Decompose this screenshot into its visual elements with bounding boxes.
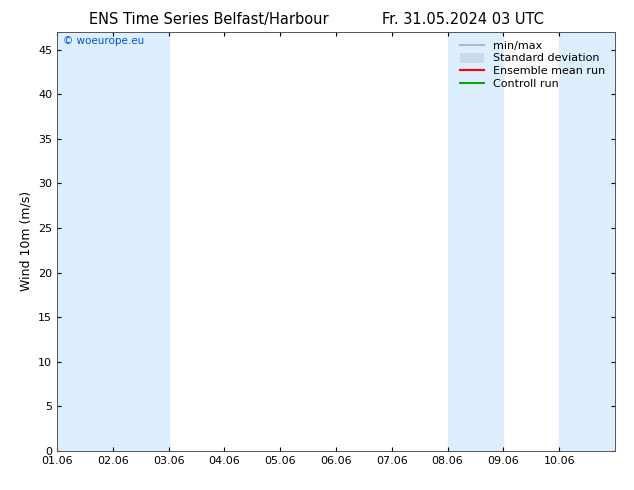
Legend: min/max, Standard deviation, Ensemble mean run, Controll run: min/max, Standard deviation, Ensemble me… bbox=[456, 37, 609, 92]
Text: Fr. 31.05.2024 03 UTC: Fr. 31.05.2024 03 UTC bbox=[382, 12, 544, 27]
Y-axis label: Wind 10m (m/s): Wind 10m (m/s) bbox=[20, 191, 32, 292]
Bar bbox=[448, 32, 503, 451]
Bar bbox=[57, 32, 169, 451]
Text: © woeurope.eu: © woeurope.eu bbox=[63, 36, 144, 46]
Text: ENS Time Series Belfast/Harbour: ENS Time Series Belfast/Harbour bbox=[89, 12, 329, 27]
Bar bbox=[559, 32, 615, 451]
